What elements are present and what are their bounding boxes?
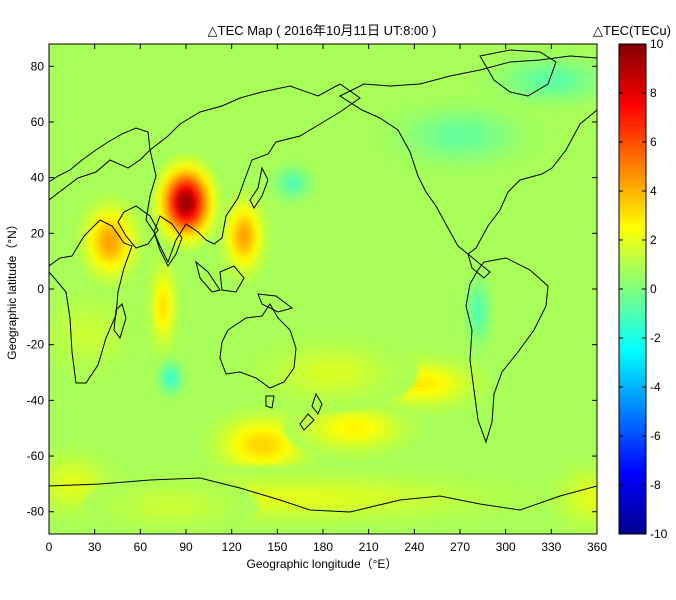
colorbar: △TEC(TECu) 10 8 6 4 2 0 -2 -4 -6 -8 -10 [593, 23, 671, 541]
x-tick-label-150: 150 [267, 540, 287, 554]
coastline-tasmania [265, 395, 275, 409]
y-tick-label-60: 60 [31, 115, 45, 129]
cb-tick-label-8: 8 [650, 86, 657, 100]
colorbar-gradient [618, 43, 647, 535]
cb-tick-label--8: -8 [650, 478, 661, 492]
x-axis: 0 30 60 90 120 150 180 210 240 270 300 330 360 [46, 44, 607, 554]
y-tick-label-80: 80 [31, 59, 45, 73]
tec-anomaly-10 [545, 457, 597, 534]
cb-tick-label-6: 6 [650, 135, 657, 149]
y-axis: -80 -60 -40 -20 0 20 40 60 80 [27, 59, 597, 519]
tec-anomaly-3 [145, 249, 181, 362]
cb-tick-label--2: -2 [650, 331, 661, 345]
cb-tick-label-2: 2 [650, 233, 657, 247]
tec-anomaly-2 [217, 188, 271, 285]
x-tick-label-330: 330 [541, 540, 561, 554]
y-tick-label-0: 0 [37, 282, 44, 296]
coastline-arabia [117, 205, 159, 249]
cb-tick-label--10: -10 [650, 527, 668, 541]
x-tick-label-240: 240 [404, 540, 424, 554]
coastline-borneo [219, 265, 245, 293]
coastline-madagascar [113, 303, 127, 340]
coastline-japan [249, 166, 269, 209]
x-tick-label-180: 180 [313, 540, 333, 554]
coastline-south-america [465, 257, 549, 444]
x-tick-label-210: 210 [359, 540, 379, 554]
plot-area [48, 43, 598, 535]
tec-anomaly-14 [266, 159, 319, 208]
coastline-new-guinea [257, 293, 294, 313]
tec-anomaly-16 [472, 48, 597, 113]
coastline-europe [49, 127, 151, 201]
coastline-sumatra [195, 260, 221, 293]
x-tick-label-120: 120 [222, 540, 242, 554]
y-tick-label--40: -40 [27, 393, 45, 407]
tec-anomaly-13 [153, 354, 189, 403]
x-tick-label-90: 90 [179, 540, 193, 554]
y-tick-label--80: -80 [27, 505, 45, 519]
coastline-layer [49, 49, 597, 513]
y-axis-label: Geographic latitude（°N） [5, 218, 19, 360]
y-tick-label-40: 40 [31, 171, 45, 185]
y-tick-label-20: 20 [31, 226, 45, 240]
x-tick-label-60: 60 [134, 540, 148, 554]
tec-anomaly-1 [74, 193, 145, 290]
cb-tick-label-0: 0 [650, 282, 657, 296]
chart-title: △TEC Map ( 2016年10月11日 UT:8:00 ) [208, 23, 437, 38]
x-axis-label: Geographic longitude（°E） [247, 557, 398, 571]
x-tick-label-300: 300 [496, 540, 516, 554]
coastline-india [153, 215, 183, 267]
x-tick-label-0: 0 [46, 540, 53, 554]
cb-tick-label-10: 10 [650, 37, 664, 51]
colorbar-ticks: 10 8 6 4 2 0 -2 -4 -6 -8 -10 [619, 37, 668, 541]
tec-anomaly-12 [83, 474, 259, 534]
coastline-asia [145, 83, 361, 264]
coastline-australia [219, 303, 297, 389]
y-tick-label--60: -60 [27, 449, 45, 463]
tec-anomaly-7 [243, 332, 419, 413]
tec-anomaly-5 [283, 396, 424, 461]
coastline-north-america [338, 55, 597, 255]
colorbar-label: △TEC(TECu) [593, 23, 671, 38]
tec-anomaly-15 [460, 263, 496, 360]
cb-tick-label--4: -4 [650, 380, 661, 394]
x-tick-label-360: 360 [587, 540, 607, 554]
coastline-new-zealand [299, 392, 323, 431]
x-tick-label-270: 270 [450, 540, 470, 554]
coastline-antarctica [49, 477, 597, 513]
tec-anomaly-0 [151, 154, 221, 251]
coastline-greenland [479, 49, 557, 97]
coastline-central-america [467, 252, 491, 279]
tec-anomaly-layer [49, 48, 597, 534]
coastline-africa [49, 219, 133, 384]
x-tick-label-30: 30 [88, 540, 102, 554]
cb-tick-label--6: -6 [650, 429, 661, 443]
y-tick-label--20: -20 [27, 338, 45, 352]
tec-anomaly-17 [372, 95, 548, 176]
cb-tick-label-4: 4 [650, 184, 657, 198]
tec-anomaly-11 [49, 285, 140, 382]
